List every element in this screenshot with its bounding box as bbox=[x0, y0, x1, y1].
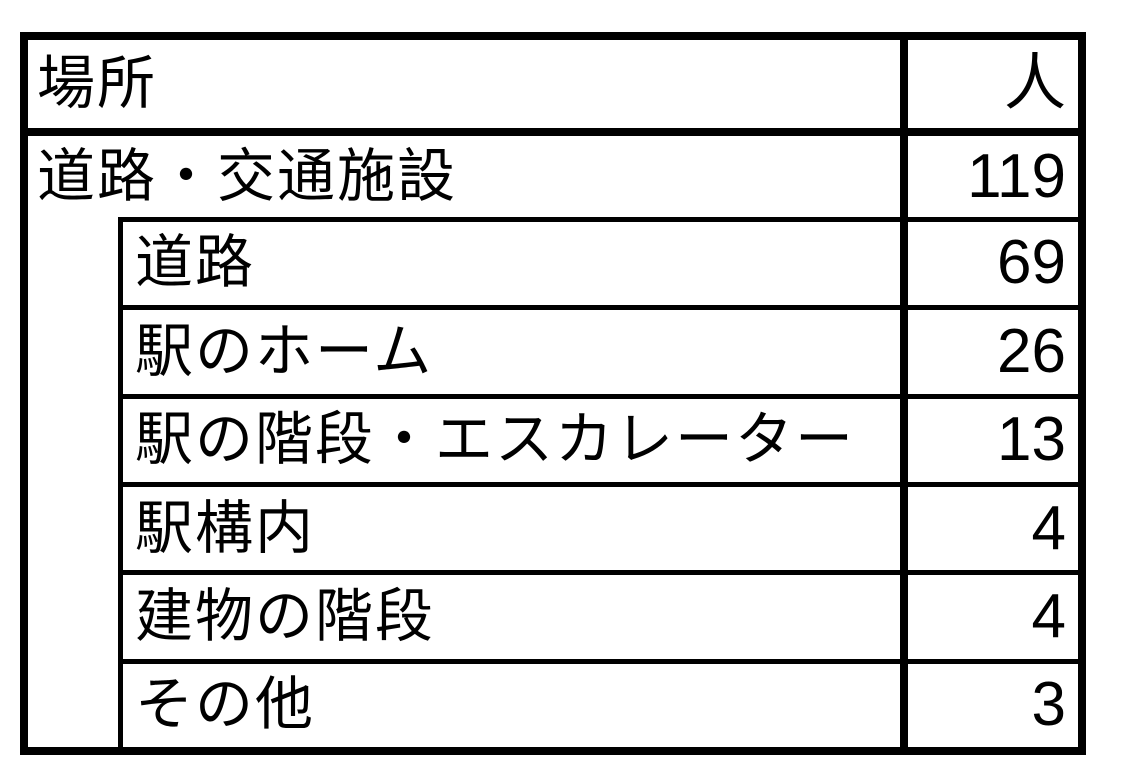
row-total-label: 道路・交通施設 bbox=[28, 128, 900, 216]
row-value-station-premises: 4 bbox=[900, 481, 1078, 571]
header-place-cell: 場所 bbox=[37, 51, 158, 117]
row-value-building-stairs: 4 bbox=[900, 570, 1078, 659]
row-total-value: 119 bbox=[900, 128, 1078, 217]
row-value-road: 69 bbox=[900, 216, 1078, 306]
row-label-building-stairs: 建物の階段 bbox=[123, 570, 900, 658]
row-value-station-stairs-escalator: 13 bbox=[900, 393, 1078, 482]
row-value-other: 3 bbox=[900, 658, 1078, 747]
row-label-other: その他 bbox=[123, 658, 900, 747]
indent-spacer bbox=[28, 216, 123, 747]
row-label-station-platform: 駅のホーム bbox=[123, 305, 900, 393]
row-label-station-premises: 駅構内 bbox=[123, 481, 900, 570]
row-label-road: 道路 bbox=[123, 216, 900, 305]
row-value-station-platform: 26 bbox=[900, 305, 1078, 394]
header-count-cell: 人 bbox=[900, 40, 1078, 129]
place-count-table: 場所 人 道路・交通施設 119 道路 69 駅のホーム 26 駅の階段・エスカ… bbox=[20, 32, 1086, 755]
row-label-station-stairs-escalator: 駅の階段・エスカレーター bbox=[123, 393, 900, 482]
